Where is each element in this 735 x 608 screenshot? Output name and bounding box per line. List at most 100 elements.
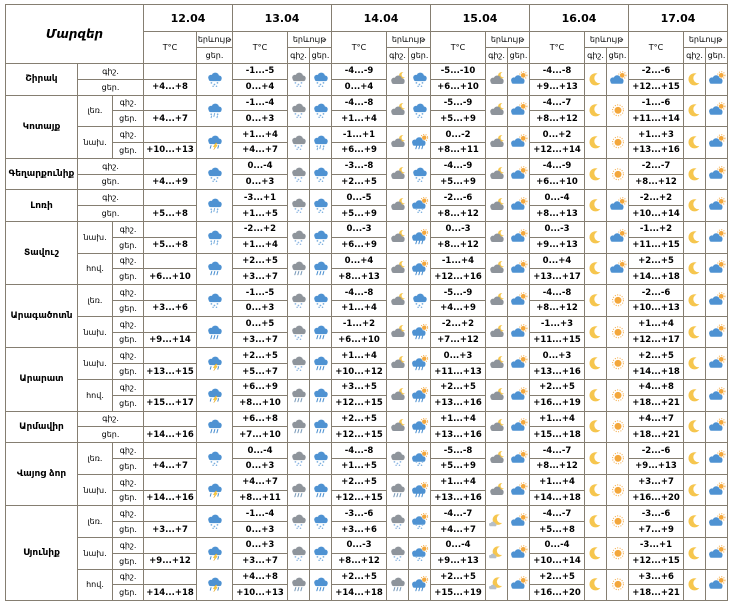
- night-column-header: գիշ.: [584, 47, 607, 64]
- temperature-cell: +14...+18: [628, 268, 684, 286]
- temperature-cell: 0...+3: [430, 347, 486, 365]
- temperature-cell: +18...+21: [628, 394, 684, 412]
- temperature-cell: -5...-8: [430, 442, 486, 459]
- weather-icon-cell: [683, 536, 706, 570]
- temperature-cell: +8...+12: [430, 205, 486, 222]
- snow-icon: [313, 72, 328, 87]
- temperature-cell: [143, 347, 197, 365]
- sun-cloud-snow-icon: [411, 449, 428, 466]
- day-row-label: ցեր.: [112, 394, 144, 412]
- temperature-cell: -4...-9: [331, 63, 387, 80]
- temperature-cell: [143, 536, 197, 554]
- sun-icon: [611, 420, 624, 433]
- moon-icon: [588, 73, 604, 86]
- weather-icon-cell: [287, 473, 310, 507]
- weather-icon-cell: [584, 220, 607, 254]
- sun-cloud-icon: [510, 197, 527, 210]
- temperature-cell: 0...-2: [430, 126, 486, 143]
- temperature-cell: 0...-3: [331, 536, 387, 554]
- table-row: ցեր. +3...+6 0...+3 +1...+4 +4...+9 +8...+12 +…: [6, 299, 728, 317]
- weather-icon-cell: [507, 126, 530, 159]
- sun-icon: [611, 294, 624, 307]
- day-row-label: ցեր.: [112, 110, 144, 128]
- weather-icon-cell: [705, 63, 728, 96]
- temperature-cell: 0...-4: [232, 442, 288, 459]
- sun-cloud-icon: [708, 323, 725, 337]
- phenomenon-column-header: երևույթ: [584, 31, 629, 48]
- phenomenon-column-header: երևույթ: [386, 31, 431, 48]
- sun-cloud-icon: [708, 228, 725, 242]
- cloud-moon-icon: [489, 71, 506, 84]
- sun-cloud-rain-icon: [411, 260, 428, 276]
- weather-icon-cell: [683, 63, 706, 96]
- temperature-cell: +9...+13: [430, 552, 486, 570]
- day-row-label: ցեր.: [77, 426, 144, 444]
- temperature-cell: [143, 252, 197, 270]
- night-row-label: գիշ.: [112, 252, 144, 270]
- moon-cloud-icon: [488, 514, 506, 527]
- weather-icon-cell: [386, 505, 409, 538]
- temperature-cell: 0...-4: [529, 536, 585, 554]
- phenomenon-column-header: երևույթ: [287, 31, 332, 48]
- snow-icon: [207, 514, 222, 530]
- date-header: 14.04: [331, 4, 431, 32]
- sun-cloud-rain-icon: [411, 386, 428, 403]
- weather-icon-cell: [386, 284, 409, 317]
- temperature-cell: 0...-4: [430, 536, 486, 554]
- weather-icon-cell: [309, 284, 332, 317]
- weather-icon-cell: [287, 347, 310, 380]
- moon-icon: [588, 199, 604, 212]
- weather-icon-cell: [584, 378, 607, 412]
- weather-icon-cell: [408, 189, 431, 222]
- weather-icon-cell: [196, 410, 233, 444]
- weather-icon-cell: [485, 284, 508, 317]
- temperature-cell: +1...+4: [331, 299, 387, 317]
- gray-snow-icon: [291, 198, 306, 214]
- temperature-cell: +4...+7: [143, 457, 197, 475]
- weather-icon-cell: [683, 252, 706, 286]
- rain-icon: [207, 261, 222, 276]
- temperature-cell: +10...+13: [143, 141, 197, 159]
- temperature-cell: +13...+15: [143, 363, 197, 380]
- table-row: ցեր. +5...+8 +1...+4 +6...+9 +8...+12 +9...+1…: [6, 236, 728, 254]
- sun-cloud-icon: [510, 292, 527, 305]
- sun-cloud-icon: [510, 450, 527, 463]
- moon-icon: [687, 199, 703, 212]
- weather-icon-cell: [705, 410, 728, 444]
- weather-icon-cell: [507, 315, 530, 349]
- moon-icon: [588, 294, 604, 307]
- zone-level-label: լեռ.: [77, 442, 113, 475]
- temperature-cell: +13...+16: [529, 363, 585, 380]
- night-column-header: գիշ.: [287, 47, 310, 64]
- temperature-cell: -4...-9: [430, 157, 486, 175]
- table-row: նախ. գիշ. 0...+3 0...-3 0...-4 0...-4 -3...+1: [6, 536, 728, 570]
- temperature-cell: +10...+14: [529, 552, 585, 570]
- weather-icon-cell: [485, 378, 508, 412]
- weather-icon-cell: [386, 220, 409, 254]
- temperature-cell: +2...+5: [331, 173, 387, 191]
- temperature-cell: +2...+5: [430, 568, 486, 586]
- moon-icon: [687, 325, 703, 338]
- temperature-cell: +14...+18: [628, 363, 684, 380]
- weather-icon-cell: [386, 189, 409, 222]
- sun-icon: [611, 578, 624, 591]
- temperature-cell: +15...+18: [529, 426, 585, 444]
- weather-icon-cell: [196, 315, 233, 349]
- weather-icon-cell: [309, 410, 332, 444]
- weather-icon-cell: [386, 94, 409, 128]
- weather-icon-cell: [485, 220, 508, 254]
- weather-icon-cell: [408, 505, 431, 538]
- temperature-cell: +12...+15: [331, 489, 387, 507]
- weather-icon-cell: [309, 63, 332, 96]
- weather-icon-cell: [683, 189, 706, 222]
- weather-icon-cell: [196, 442, 233, 475]
- weather-icon-cell: [584, 315, 607, 349]
- moon-cloud-icon: [488, 546, 506, 559]
- weather-icon-cell: [386, 536, 409, 570]
- night-row-label: գիշ.: [112, 378, 144, 396]
- weather-icon-cell: [287, 442, 310, 475]
- weather-icon-cell: [309, 189, 332, 222]
- snow-icon: [412, 167, 427, 182]
- region-name: Վայոց ձոր: [5, 442, 78, 507]
